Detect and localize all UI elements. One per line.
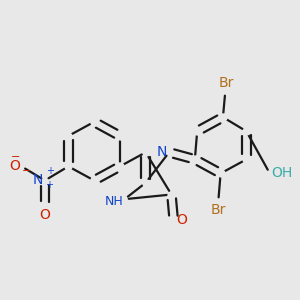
Text: O: O: [40, 208, 50, 222]
Text: +: +: [46, 166, 54, 176]
Text: OH: OH: [272, 167, 293, 180]
Text: −: −: [22, 167, 31, 176]
Text: Br: Br: [211, 203, 226, 218]
Text: N: N: [33, 173, 43, 188]
Text: Br: Br: [219, 76, 234, 90]
Text: N: N: [156, 145, 167, 159]
Text: O: O: [9, 159, 20, 173]
Text: O: O: [177, 213, 188, 227]
Text: +: +: [45, 180, 53, 190]
Text: NH: NH: [105, 195, 123, 208]
Text: −: −: [11, 152, 20, 162]
